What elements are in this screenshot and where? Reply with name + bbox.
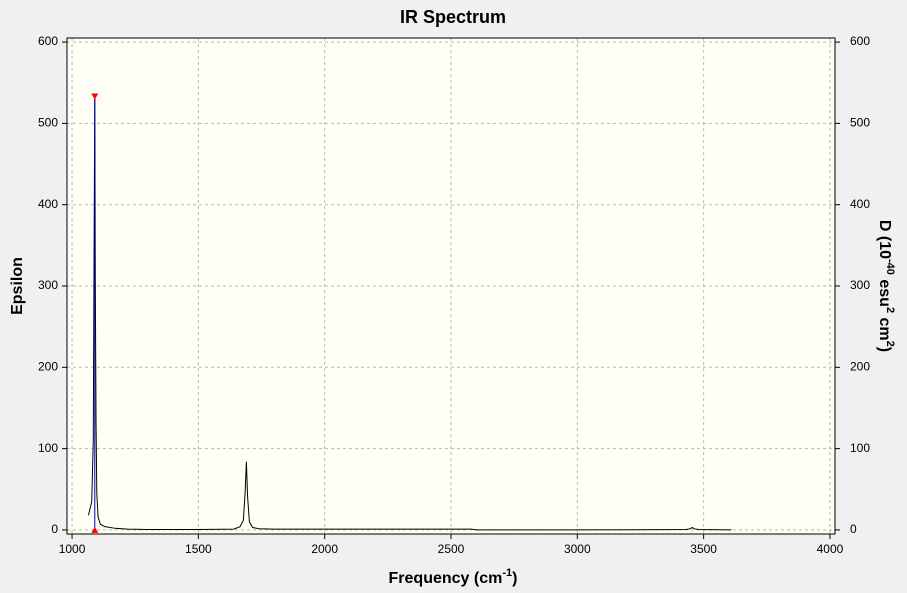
spectrum-line: [87, 98, 732, 531]
x-axis-label-part: Frequency (cm: [389, 570, 503, 587]
y2-tick-label: 100: [850, 441, 870, 455]
x-axis-label: Frequency (cm-1): [389, 567, 518, 587]
y2-axis-label-part: D (10: [876, 220, 893, 259]
y-axis-label: Epsilon: [9, 257, 26, 315]
y2-tick-label: 0: [850, 522, 857, 536]
y2-axis-label-sup: 2: [884, 307, 896, 313]
y2-axis-label-part: ): [876, 347, 893, 352]
chart-title: IR Spectrum: [400, 7, 506, 27]
y-tick-label: 500: [38, 116, 58, 130]
y-tick-label: 200: [38, 359, 58, 373]
x-tick-label: 3000: [564, 542, 591, 556]
y2-tick-label: 300: [850, 278, 870, 292]
y-tick-label: 100: [38, 441, 58, 455]
x-tick-label: 2000: [311, 542, 338, 556]
x-tick-label: 3500: [690, 542, 717, 556]
y2-axis-label-part: cm: [876, 313, 893, 341]
x-axis-label-part: ): [512, 570, 517, 587]
y2-axis-label-part: esu: [876, 275, 893, 307]
y2-axis-label: D (10-40 esu2 cm2): [876, 220, 896, 352]
y-tick-label: 400: [38, 197, 58, 211]
y2-tick-label: 400: [850, 197, 870, 211]
x-axis-label-sup: -1: [502, 567, 512, 579]
y-tick-label: 600: [38, 34, 58, 48]
y2-tick-label: 200: [850, 359, 870, 373]
y2-axis-label-sup: 2: [884, 341, 896, 347]
y-tick-label: 0: [51, 522, 58, 536]
y2-tick-label: 600: [850, 34, 870, 48]
y2-axis-label-sup: -40: [884, 259, 896, 275]
x-tick-label: 1000: [59, 542, 86, 556]
plot-area: [66, 37, 836, 535]
y2-tick-label: 500: [850, 116, 870, 130]
x-tick-label: 2500: [438, 542, 465, 556]
stick-base-marker: [91, 526, 99, 533]
x-tick-label: 1500: [185, 542, 212, 556]
x-tick-label: 4000: [817, 542, 844, 556]
stick-top-marker: [91, 93, 99, 100]
y-tick-label: 300: [38, 278, 58, 292]
